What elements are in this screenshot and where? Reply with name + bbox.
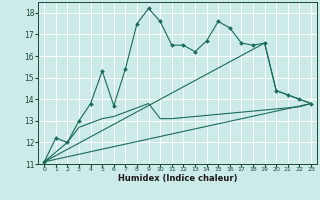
X-axis label: Humidex (Indice chaleur): Humidex (Indice chaleur)	[118, 174, 237, 183]
